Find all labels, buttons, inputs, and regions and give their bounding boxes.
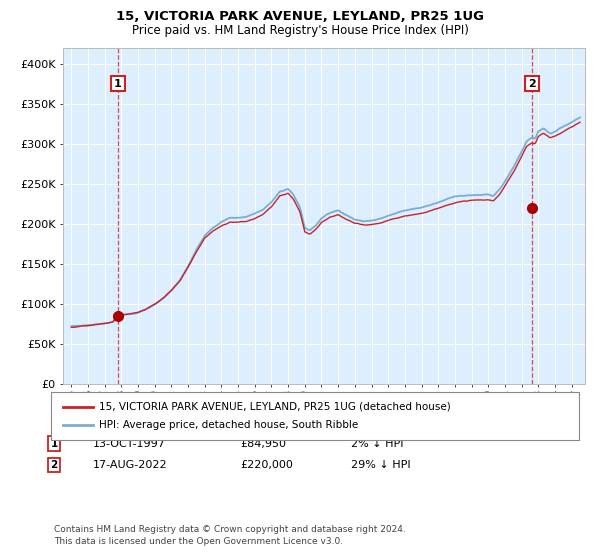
Text: £220,000: £220,000 [240, 460, 293, 470]
Text: 1: 1 [114, 78, 122, 88]
Text: 1: 1 [50, 438, 58, 449]
Text: 13-OCT-1997: 13-OCT-1997 [93, 438, 166, 449]
Text: HPI: Average price, detached house, South Ribble: HPI: Average price, detached house, Sout… [99, 420, 358, 430]
Text: 2: 2 [50, 460, 58, 470]
Text: 17-AUG-2022: 17-AUG-2022 [93, 460, 167, 470]
Text: Price paid vs. HM Land Registry's House Price Index (HPI): Price paid vs. HM Land Registry's House … [131, 24, 469, 36]
Text: 2: 2 [528, 78, 536, 88]
Text: 29% ↓ HPI: 29% ↓ HPI [351, 460, 410, 470]
Text: £84,950: £84,950 [240, 438, 286, 449]
Text: 2% ↓ HPI: 2% ↓ HPI [351, 438, 404, 449]
Text: 15, VICTORIA PARK AVENUE, LEYLAND, PR25 1UG (detached house): 15, VICTORIA PARK AVENUE, LEYLAND, PR25 … [99, 402, 451, 412]
Text: Contains HM Land Registry data © Crown copyright and database right 2024.
This d: Contains HM Land Registry data © Crown c… [54, 525, 406, 546]
Text: 15, VICTORIA PARK AVENUE, LEYLAND, PR25 1UG: 15, VICTORIA PARK AVENUE, LEYLAND, PR25 … [116, 10, 484, 23]
